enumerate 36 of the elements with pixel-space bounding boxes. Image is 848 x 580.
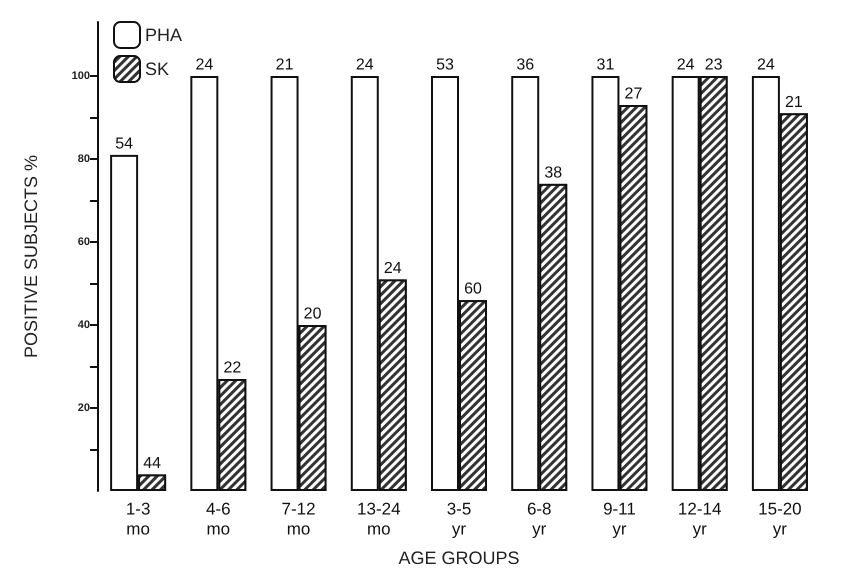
y-tick-label: 20 <box>78 402 90 414</box>
x-tick-label: 4-6 mo <box>206 500 231 538</box>
x-tick-label: 1-3 mo <box>126 500 150 538</box>
annotation: 60 <box>464 280 482 298</box>
x-tick-label: 12-14 yr <box>678 500 722 538</box>
x-tick-label: 6-8 yr <box>526 500 552 538</box>
annotation: 21 <box>784 94 803 111</box>
y-tick-label: 60 <box>78 236 90 248</box>
legend-label: SK <box>145 59 170 79</box>
y-tick-label: 40 <box>78 318 90 331</box>
x-tick-label: 13-24 mo <box>357 500 401 538</box>
annotation: 24 <box>384 260 402 277</box>
annotation: 36 <box>516 56 534 74</box>
annotation: 54 <box>115 135 134 152</box>
x-tick-label: 15-20 yr <box>758 500 802 538</box>
annotation: 22 <box>223 359 242 376</box>
x-tick-label: 9-11 yr <box>603 500 636 538</box>
annotation: 20 <box>304 305 322 322</box>
annotation: 24 <box>356 56 374 74</box>
annotation: 44 <box>143 454 162 472</box>
legend-label: PHA <box>145 25 182 45</box>
annotation: 24 <box>756 56 775 74</box>
y-tick-label: 80 <box>78 152 90 165</box>
x-tick-label: 3-5 yr <box>446 500 472 538</box>
x-axis-title: AGE GROUPS <box>398 548 520 568</box>
annotation: 21 <box>276 56 294 74</box>
annotation: 23 <box>704 56 723 74</box>
annotation: 38 <box>544 164 562 182</box>
x-tick-label: 7-12 mo <box>282 500 316 538</box>
annotation: 31 <box>596 56 614 74</box>
y-tick-label: 100 <box>72 70 90 82</box>
annotation: 27 <box>624 86 642 103</box>
annotation: 24 <box>676 56 695 74</box>
annotation: 24 <box>195 56 214 74</box>
annotation: 53 <box>436 56 454 74</box>
y-axis-title: POSITIVE SUBJECTS % <box>21 154 41 358</box>
